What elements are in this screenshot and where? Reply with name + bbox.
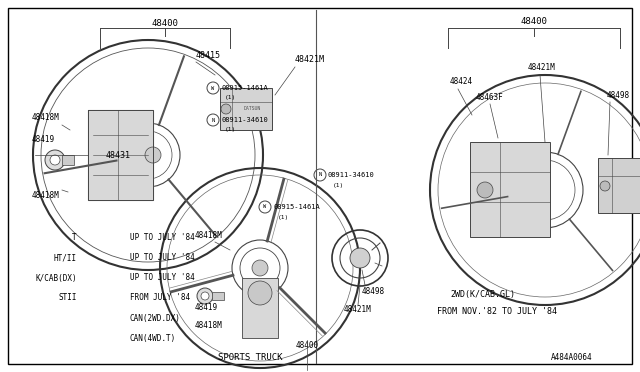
Text: W: W [264,205,267,209]
Text: K/CAB(DX): K/CAB(DX) [35,273,77,282]
Circle shape [50,155,60,165]
Circle shape [252,260,268,276]
Text: 48424: 48424 [450,77,473,87]
Text: STII: STII [58,294,77,302]
Text: 48415: 48415 [196,51,221,60]
Circle shape [314,169,326,181]
Bar [242,278,278,338]
Text: 08911-34610: 08911-34610 [328,172,375,178]
Circle shape [201,292,209,300]
Text: 48400: 48400 [520,17,547,26]
Text: 48400: 48400 [296,340,319,350]
Text: 48418M: 48418M [195,321,223,330]
Text: 2WD(K/CAB.GL): 2WD(K/CAB.GL) [450,291,515,299]
Circle shape [221,104,231,114]
Text: CAN(4WD.T): CAN(4WD.T) [130,334,176,343]
Circle shape [350,248,370,268]
Bar [598,158,640,213]
Text: 48418M: 48418M [195,231,223,240]
Text: (1): (1) [278,215,289,219]
Polygon shape [88,110,153,200]
Text: 48421M: 48421M [528,64,556,73]
Text: 48419: 48419 [195,304,218,312]
Text: 08911-34610: 08911-34610 [221,117,268,123]
Text: N: N [319,173,321,177]
Circle shape [45,150,65,170]
Circle shape [197,288,213,304]
Text: 48419: 48419 [32,135,55,144]
Bar [470,142,550,237]
Text: 48418M: 48418M [32,190,60,199]
Text: (1): (1) [225,96,236,100]
Text: UP TO JULY '84: UP TO JULY '84 [130,234,195,243]
Circle shape [248,281,272,305]
Text: 48463F: 48463F [476,93,504,102]
Circle shape [477,182,493,198]
Text: HT/II: HT/II [54,253,77,263]
Text: 48498: 48498 [607,90,630,99]
Circle shape [600,181,610,191]
Circle shape [207,114,219,126]
Bar [220,88,272,130]
Text: DATSUN: DATSUN [243,106,260,112]
Text: FROM JULY '84: FROM JULY '84 [130,294,190,302]
Bar [212,292,224,300]
Text: 48421M: 48421M [295,55,325,64]
Text: A484A0064: A484A0064 [551,353,593,362]
Circle shape [145,147,161,163]
Text: UP TO JULY '84: UP TO JULY '84 [130,273,195,282]
Text: (1): (1) [333,183,344,187]
Text: 48498: 48498 [362,288,385,296]
Circle shape [259,201,271,213]
Text: FROM NOV.'82 TO JULY '84: FROM NOV.'82 TO JULY '84 [437,308,557,317]
Text: 48431: 48431 [106,151,131,160]
Text: 48421M: 48421M [344,305,372,314]
Bar [62,155,74,165]
Text: 08915-1461A: 08915-1461A [273,204,320,210]
Text: SPORTS TRUCK: SPORTS TRUCK [218,353,282,362]
Text: 48400: 48400 [152,19,179,28]
Text: CAN(2WD.DX): CAN(2WD.DX) [130,314,181,323]
Text: UP TO JULY '84: UP TO JULY '84 [130,253,195,263]
Text: W: W [211,86,214,90]
Text: (1): (1) [225,128,236,132]
Text: 08915-1461A: 08915-1461A [221,85,268,91]
Text: T: T [72,234,77,243]
Circle shape [207,82,219,94]
Text: N: N [211,118,214,122]
Text: 48418M: 48418M [32,113,60,122]
